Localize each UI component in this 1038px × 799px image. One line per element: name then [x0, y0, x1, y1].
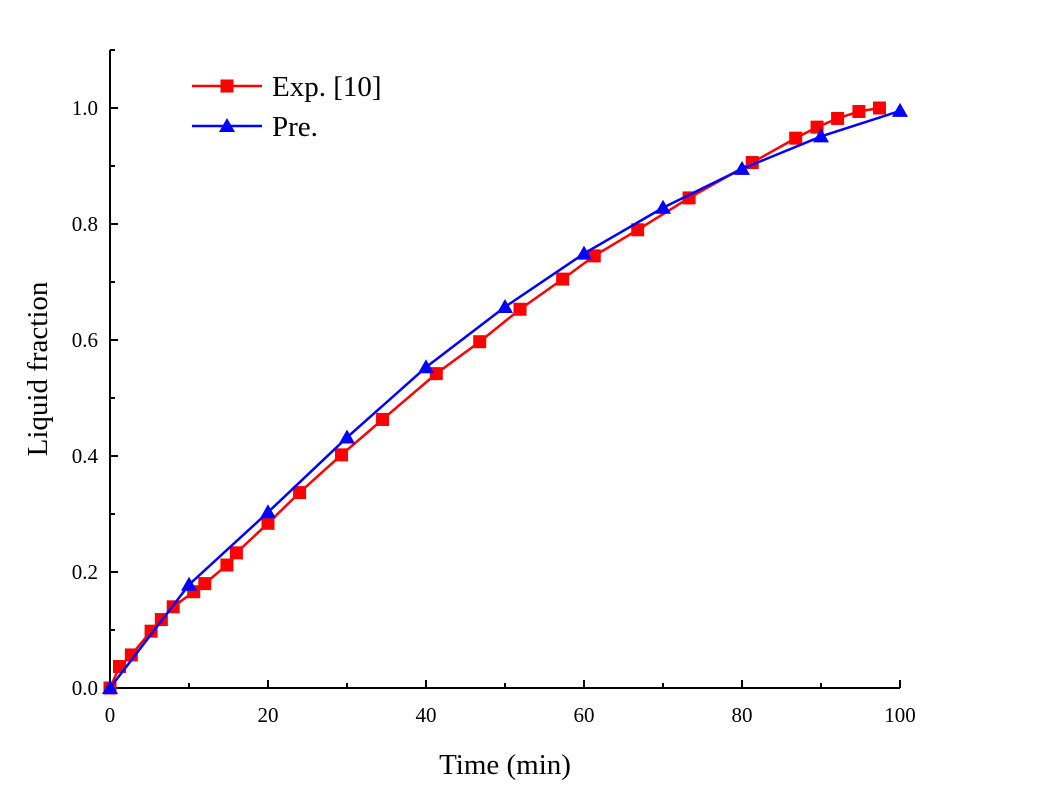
data-point: [473, 335, 487, 349]
x-axis-title: Time (min): [439, 749, 571, 781]
series-pre: [102, 102, 908, 694]
data-point: [144, 624, 158, 638]
y-tick-label: 1.0: [72, 96, 98, 120]
y-tick-label: 0.0: [72, 676, 98, 700]
data-point: [260, 504, 276, 519]
data-point: [293, 486, 307, 500]
legend: Exp. [10] Pre.: [192, 71, 382, 143]
data-point: [872, 101, 886, 115]
legend-marker: [220, 79, 234, 93]
data-point: [229, 546, 243, 560]
data-point: [198, 577, 212, 591]
x-tick-label: 80: [732, 703, 753, 727]
data-point: [813, 128, 829, 143]
data-point: [334, 448, 348, 462]
series-exp: [103, 101, 886, 695]
data-point: [852, 104, 866, 118]
data-point: [556, 272, 570, 286]
legend-label: Pre.: [272, 111, 318, 143]
y-tick-label: 0.4: [72, 444, 99, 468]
y-tick-label: 0.8: [72, 212, 98, 236]
data-point: [261, 516, 275, 530]
data-point: [418, 359, 434, 374]
data-point: [631, 223, 645, 237]
series-line: [109, 109, 901, 689]
data-point: [655, 199, 671, 214]
legend-label: Exp. [10]: [272, 71, 382, 103]
y-tick-label: 0.6: [72, 328, 98, 352]
legend-item: Pre.: [192, 111, 318, 143]
x-tick-label: 100: [884, 703, 916, 727]
data-point: [789, 131, 803, 145]
x-tick-label: 40: [416, 703, 437, 727]
data-point: [220, 558, 234, 572]
legend-marker: [219, 118, 235, 132]
data-point: [497, 298, 513, 313]
data-point: [513, 302, 527, 316]
y-axis-title: Liquid fraction: [22, 281, 54, 456]
x-tick-label: 20: [258, 703, 279, 727]
legend-item: Exp. [10]: [192, 71, 382, 103]
series-line: [108, 106, 880, 689]
data-point: [892, 102, 908, 117]
data-point: [124, 648, 138, 662]
data-point: [102, 680, 118, 694]
data-point: [429, 367, 443, 381]
x-tick-label: 60: [574, 703, 595, 727]
data-point: [181, 576, 197, 591]
plot-area: 0 20 40 60 80 100 0.0 0.2 0.4 0.6 0.8 1.0: [72, 49, 916, 727]
y-tick-label: 0.2: [72, 560, 98, 584]
data-point: [734, 160, 750, 175]
data-point: [831, 111, 845, 125]
data-point: [339, 429, 355, 444]
data-point: [576, 245, 592, 260]
series-layer: [102, 101, 908, 695]
data-point: [376, 412, 390, 426]
axis-ticks: 0 20 40 60 80 100 0.0 0.2 0.4 0.6 0.8 1.0: [72, 49, 916, 727]
x-tick-label: 0: [105, 703, 116, 727]
